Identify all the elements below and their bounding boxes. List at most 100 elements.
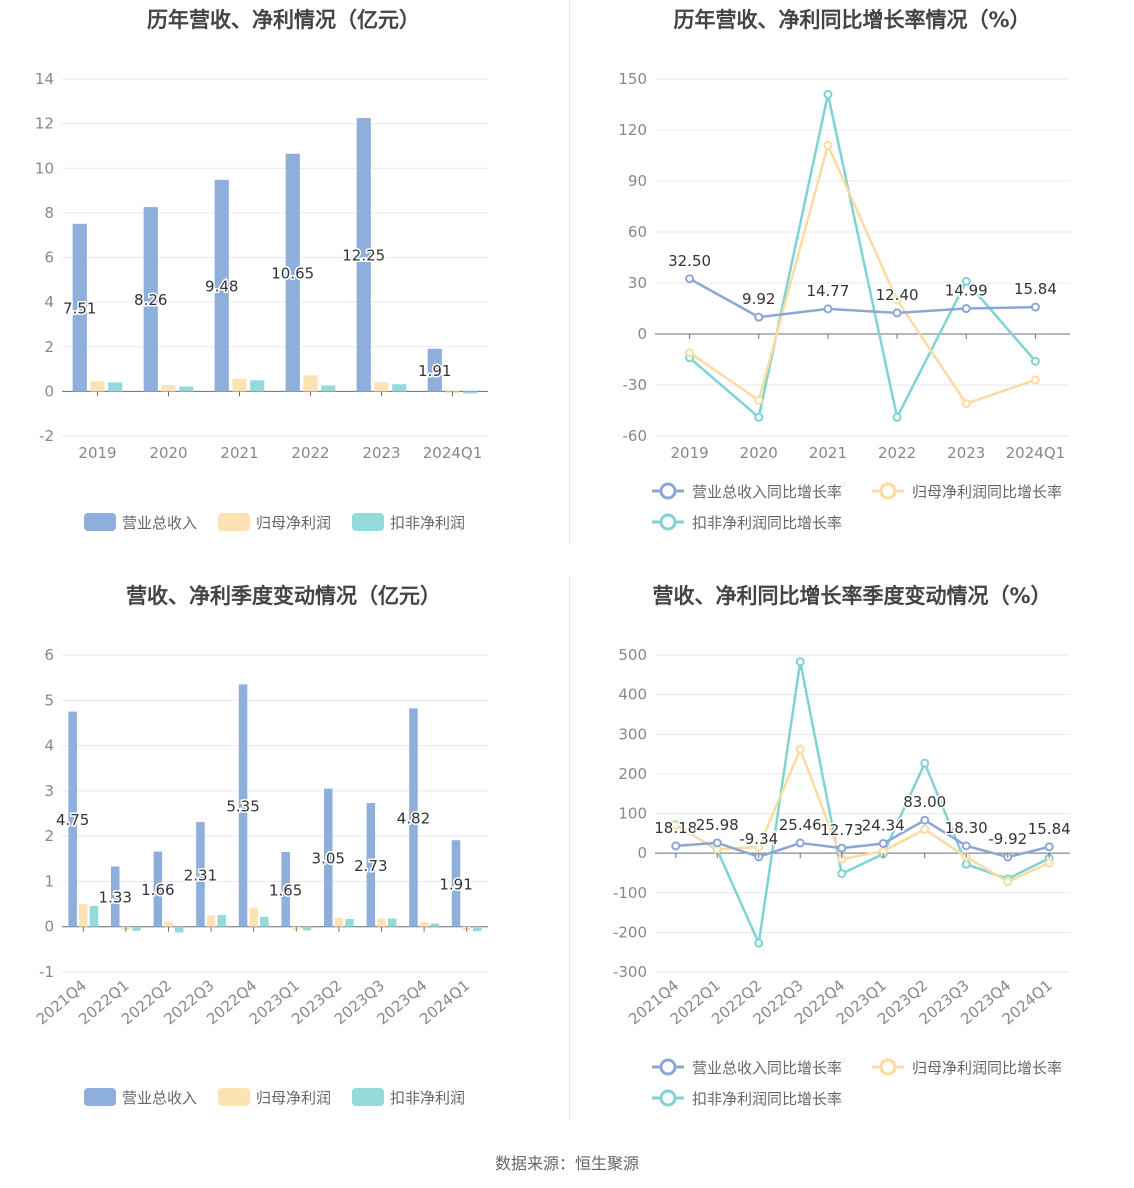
data-label: 25.46	[779, 816, 822, 834]
bar	[174, 926, 184, 933]
bar	[285, 153, 300, 392]
legend-label: 营业总收入	[122, 1089, 197, 1107]
y-tick-label: -2	[39, 427, 54, 445]
legend-label: 归母净利润同比增长率	[912, 483, 1062, 501]
legend-marker	[879, 1058, 897, 1076]
data-point	[920, 815, 930, 825]
annual-growth-chart: -60 -30 0 30 60 90 120 150 32.50 9.92 14.77 12.40 14…	[618, 70, 1070, 532]
y-tick-label: 8	[44, 204, 54, 222]
x-tick-label: 2021	[809, 444, 847, 462]
data-point	[837, 843, 847, 853]
legend-marker	[659, 513, 677, 531]
y-tick-label: 2	[44, 827, 54, 845]
legend-label: 归母净利润	[256, 514, 331, 532]
data-point	[685, 274, 695, 284]
y-tick-label: 400	[618, 686, 647, 704]
data-point	[920, 758, 930, 768]
data-label: 10.65	[271, 265, 314, 283]
quarterly-growth-chart: -300-200-100010020030040050018.1825.98-9…	[613, 646, 1072, 1108]
x-tick-label: 2023	[362, 444, 400, 462]
y-tick-label: 0	[44, 382, 54, 400]
data-label: 2.31	[184, 866, 217, 884]
x-tick-label: 2024Q1	[423, 444, 483, 462]
series-line	[688, 141, 1036, 406]
data-point	[823, 140, 833, 150]
legend-label: 归母净利润	[256, 1089, 331, 1107]
annual-amount-chart: -2 0 2 4 6 8 10 12 14 7.51 8.26 9.48 10.65 12.25 1.91 2…	[35, 70, 488, 532]
bar	[473, 926, 482, 932]
data-point	[1003, 877, 1013, 887]
y-tick-label: 0	[637, 325, 647, 343]
data-point	[961, 399, 971, 409]
annual-growth-panel: 历年营收、净利同比增长率情况（%） -60 -30 0 30 60 90 120 150 32.…	[570, 0, 1134, 560]
data-label: 14.77	[806, 282, 849, 300]
data-label: 14.99	[945, 282, 988, 300]
quarterly-amount-chart: -1 0 1 2 3 4 5 6 4.75 1.33 1.66 2.31 5.35 1.65 3.05 2.7…	[33, 646, 488, 1107]
legend-marker	[879, 482, 897, 500]
data-label: 8.26	[134, 291, 167, 309]
bar	[323, 788, 333, 927]
bar	[179, 386, 194, 392]
data-label: 7.51	[63, 300, 96, 318]
y-tick-label: -60	[623, 427, 648, 445]
data-point	[1030, 375, 1040, 385]
data-point	[1044, 842, 1054, 852]
bar	[463, 391, 478, 394]
y-tick-label: 90	[628, 172, 647, 190]
plot-area: -60 -30 0 30 60 90 120 150 32.50 9.92 14.77 12.40 14…	[618, 70, 1070, 462]
data-point	[823, 89, 833, 99]
bar	[345, 919, 354, 927]
bar	[90, 381, 105, 392]
bar	[217, 914, 227, 927]
plot-area: -300-200-100010020030040050018.1825.98-9…	[613, 646, 1072, 1028]
bar	[392, 384, 407, 392]
bar	[249, 907, 258, 927]
bar	[250, 380, 265, 392]
y-tick-label: 12	[35, 115, 54, 133]
legend-label: 扣非净利润同比增长率	[692, 1090, 842, 1108]
plot-area: -1 0 1 2 3 4 5 6 4.75 1.33 1.66 2.31 5.35 1.65 3.05 2.7…	[33, 646, 488, 1028]
data-label: 24.34	[862, 816, 905, 834]
bar	[153, 851, 163, 927]
legend-label: 营业总收入同比增长率	[692, 483, 842, 501]
bar	[409, 708, 418, 927]
y-tick-label: 200	[618, 765, 647, 783]
bar	[108, 382, 123, 392]
bar	[387, 918, 397, 927]
x-tick-label: 2023	[947, 444, 985, 462]
y-tick-label: 3	[44, 782, 54, 800]
bar	[79, 904, 88, 927]
x-tick-label: 2022	[291, 444, 329, 462]
y-tick-label: 14	[35, 70, 54, 88]
panel-divider	[569, 0, 570, 545]
y-tick-label: 6	[44, 249, 54, 267]
legend-label: 扣非净利润同比增长率	[692, 514, 842, 532]
data-point	[1030, 356, 1040, 366]
legend-swatch	[84, 513, 116, 531]
y-tick-label: 2	[44, 338, 54, 356]
y-tick-label: 150	[618, 70, 647, 88]
data-label: 12.73	[820, 821, 863, 839]
data-label: 32.50	[668, 252, 711, 270]
legend-swatch	[84, 1088, 116, 1106]
data-label: 18.30	[945, 819, 988, 837]
chart-title: 营收、净利季度变动情况（亿元）	[126, 584, 441, 608]
bar	[377, 918, 386, 927]
data-label: 1.33	[99, 889, 132, 907]
legend-label: 营业总收入同比增长率	[692, 1059, 842, 1077]
bar	[374, 382, 389, 392]
data-point	[823, 304, 833, 314]
data-label: 12.40	[876, 286, 919, 304]
data-label: 83.00	[903, 793, 946, 811]
data-point	[795, 744, 805, 754]
chart-title: 历年营收、净利情况（亿元）	[147, 8, 420, 32]
bar	[430, 923, 440, 927]
legend-label: 扣非净利润	[390, 1089, 465, 1107]
data-point	[837, 869, 847, 879]
y-tick-label: 500	[618, 646, 647, 664]
bar	[164, 921, 173, 927]
legend-marker	[659, 1089, 677, 1107]
data-source-note: 数据来源：恒生聚源	[494, 1154, 639, 1173]
bar	[321, 385, 336, 392]
data-point	[754, 938, 764, 948]
